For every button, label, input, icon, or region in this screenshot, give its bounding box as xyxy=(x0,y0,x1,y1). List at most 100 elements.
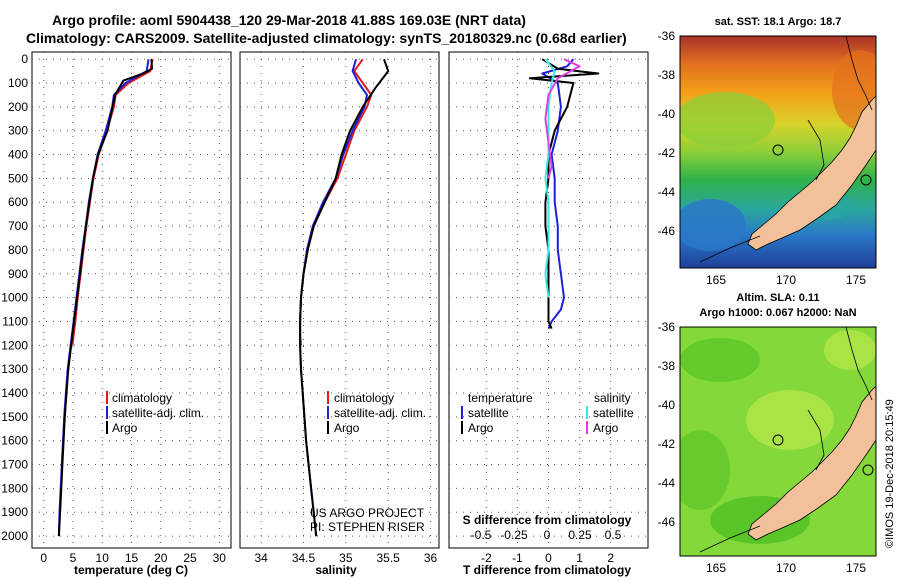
sla-map-contour xyxy=(807,409,825,471)
pressure-tick-label: 700 xyxy=(8,219,28,233)
temperature-legend: climatology satellite-adj. clim. Argo xyxy=(106,391,204,435)
x-tick-label: 25 xyxy=(183,551,197,565)
difference-ticks: -2 -1 0 1 2 xyxy=(481,551,614,565)
s-difference-ticks: -0.5 -0.25 0 0.25 0.5 xyxy=(471,528,622,542)
pressure-tick-label: 1300 xyxy=(1,362,28,376)
legend-label-s-argo: Argo xyxy=(593,421,619,435)
sla-patch xyxy=(680,430,730,510)
legend-swatch-argo xyxy=(106,421,108,434)
x-tick-label: 2 xyxy=(607,551,614,565)
legend-header-temperature: temperature xyxy=(468,391,533,405)
pressure-tick-label: 500 xyxy=(8,171,28,185)
x-tick-label: 30 xyxy=(213,551,227,565)
legend-swatch-s-satellite xyxy=(586,406,588,419)
sla-map-contour xyxy=(845,327,873,401)
title-line-2: Climatology: CARS2009. Satellite-adjuste… xyxy=(26,30,627,46)
temperature-grid xyxy=(32,52,231,548)
pressure-tick-label: 1100 xyxy=(2,314,28,328)
legend-label-s-satellite: satellite xyxy=(593,406,634,420)
sla-map-title-2: Argo h1000: 0.067 h2000: NaN xyxy=(699,307,856,319)
title-line-1: Argo profile: aoml 5904438_120 29-Mar-20… xyxy=(52,12,526,28)
sst-map-landmass xyxy=(747,95,876,251)
salinity-grid xyxy=(240,52,439,548)
x-tick-label: 1 xyxy=(576,551,583,565)
sla-map-title-1: Altim. SLA: 0.11 xyxy=(736,292,819,304)
sla-secondary-marker xyxy=(862,464,874,476)
sst-map-ticks: 165 170 175 -36 -38 -40 -42 -44 -46 xyxy=(658,29,867,287)
sla-map-contour xyxy=(699,525,761,553)
legend-label-t-argo: Argo xyxy=(468,421,494,435)
pressure-tick-label: 1800 xyxy=(1,481,28,495)
x-tick-label: 0 xyxy=(545,551,552,565)
series-line-t-satellite xyxy=(541,58,575,330)
sla-map-frame xyxy=(679,326,877,557)
sla-lat-tick: -46 xyxy=(658,515,676,529)
sst-map-contour xyxy=(807,119,825,181)
salinity-legend: climatology satellite-adj. clim. Argo xyxy=(327,391,426,435)
pressure-tick-label: 1900 xyxy=(1,505,28,519)
x-tick-label: 35 xyxy=(339,551,353,565)
legend-swatch-argo xyxy=(327,421,329,434)
sst-lat-tick: -44 xyxy=(658,185,676,199)
series-line-satellite-adj-clim- xyxy=(57,59,150,537)
s-tick-label: 0.5 xyxy=(605,528,622,542)
sst-lat-tick: -40 xyxy=(658,107,676,121)
salinity-series xyxy=(299,58,390,537)
sst-float-marker xyxy=(772,144,784,156)
x-tick-label: 34 xyxy=(254,551,268,565)
credit-pi: PI: STEPHEN RISER xyxy=(310,520,425,534)
sst-lon-tick: 165 xyxy=(706,273,726,287)
pressure-tick-label: 1400 xyxy=(1,386,28,400)
s-tick-label: 0.25 xyxy=(568,528,592,542)
sla-lon-tick: 165 xyxy=(706,561,726,575)
difference-grid xyxy=(449,52,648,548)
sst-map-contour xyxy=(699,235,761,263)
sst-map-frame xyxy=(679,35,877,269)
pressure-tick-label: 100 xyxy=(8,76,28,90)
sla-float-marker xyxy=(772,434,784,446)
sst-map: sat. SST: 18.1 Argo: 18.7 165 170 175 -3… xyxy=(658,16,877,287)
sla-lon-tick: 170 xyxy=(776,561,796,575)
s-difference-x-label: S difference from climatology xyxy=(463,513,632,527)
sst-map-contour xyxy=(845,36,873,111)
x-tick-label: 15 xyxy=(125,551,139,565)
pressure-tick-label: 400 xyxy=(8,148,28,162)
legend-swatch-t-argo xyxy=(461,421,463,434)
difference-panel: -2 -1 0 1 2 T difference from climatology S … xyxy=(448,51,649,577)
sla-lat-tick: -42 xyxy=(658,437,676,451)
x-tick-label: 10 xyxy=(96,551,110,565)
pressure-tick-label: 2000 xyxy=(1,529,28,543)
x-tick-label: 34.5 xyxy=(292,551,316,565)
legend-swatch-climatology xyxy=(106,391,108,404)
series-line-t-argo xyxy=(528,58,600,330)
pressure-tick-label: 900 xyxy=(8,267,28,281)
x-tick-label: -2 xyxy=(481,551,492,565)
sst-lat-tick: -36 xyxy=(658,29,676,43)
series-line-argo xyxy=(299,58,390,537)
sla-lon-tick: 175 xyxy=(846,561,866,575)
temperature-ticks: 0100200300400500600700800900100011001200… xyxy=(1,52,226,565)
sst-patch xyxy=(680,199,746,251)
sst-lon-tick: 175 xyxy=(846,273,866,287)
x-tick-label: 20 xyxy=(154,551,168,565)
sst-lat-tick: -42 xyxy=(658,146,676,160)
pressure-tick-label: 1500 xyxy=(1,410,28,424)
sst-patch xyxy=(680,92,775,148)
temperature-x-label: temperature (deg C) xyxy=(74,563,188,577)
sst-lat-tick: -38 xyxy=(658,68,676,82)
sst-map-field xyxy=(680,36,876,268)
sla-lat-tick: -40 xyxy=(658,398,676,412)
sla-patch xyxy=(746,390,834,450)
t-difference-x-label: T difference from climatology xyxy=(463,563,631,577)
x-tick-label: 36 xyxy=(424,551,438,565)
pressure-tick-label: 1000 xyxy=(1,291,28,305)
s-tick-label: 0 xyxy=(544,528,551,542)
x-tick-label: 5 xyxy=(70,551,77,565)
legend-label-t-satellite: satellite xyxy=(468,406,509,420)
salinity-panel: 34 34.5 35 35.5 36 salinity climatology sate… xyxy=(239,51,440,577)
legend-label-argo: Argo xyxy=(112,421,138,435)
sla-lat-tick: -44 xyxy=(658,476,676,490)
x-tick-label: 0 xyxy=(40,551,47,565)
difference-legend: temperature salinity satellite Argo sate… xyxy=(461,391,634,435)
pressure-tick-label: 600 xyxy=(8,195,28,209)
